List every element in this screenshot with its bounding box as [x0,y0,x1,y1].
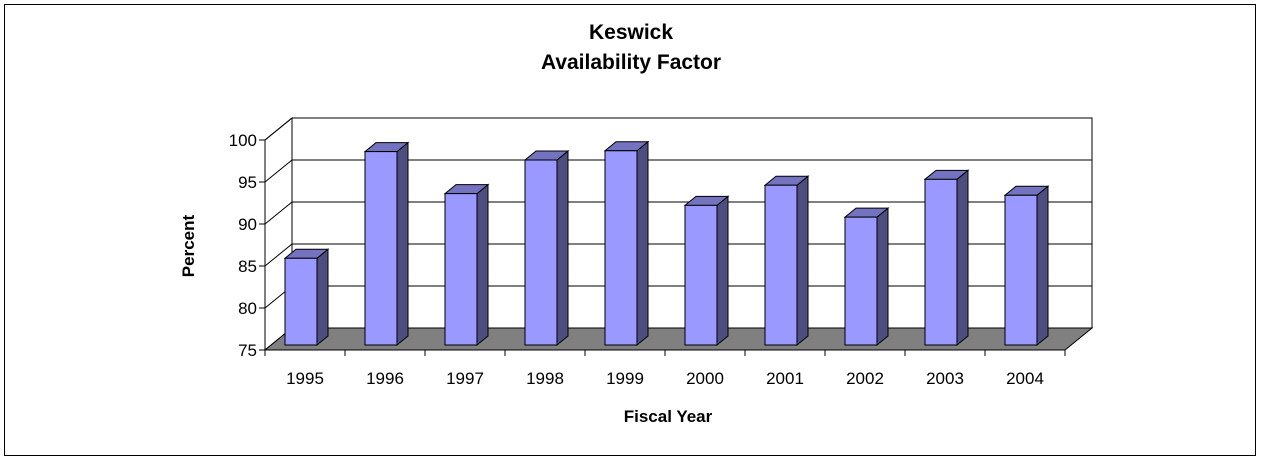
y-tick-label: 85 [238,257,257,276]
bar-front [844,216,878,346]
bar [283,248,330,347]
y-tick-label: 75 [238,341,257,360]
bar [843,207,890,347]
bar-front [924,178,958,346]
x-tick-labels: 1995 1996 1997 1998 1999 2000 2001 2002 2003 2004 [264,349,1066,388]
y-axis-title: Percent [179,214,198,277]
x-axis-title: Fiscal Year [624,407,713,426]
bar-side [876,207,889,347]
gridline [264,243,1092,267]
x-tick-label: 2002 [846,369,884,388]
bar-side [716,195,729,347]
x-tick-label: 2000 [686,369,724,388]
bar-side [636,140,649,347]
bar [523,149,570,347]
bar [443,183,490,347]
bar-front [444,193,478,346]
bar [763,175,810,347]
gridline [264,159,1092,183]
bar-front [524,159,558,346]
y-tick-label: 95 [238,173,257,192]
bar-side [476,183,489,347]
x-tick-label: 1995 [286,369,324,388]
bar [1003,185,1050,347]
bar [363,141,410,347]
bar-front [764,184,798,346]
x-tick-label: 1997 [446,369,484,388]
bar [683,195,730,347]
bar-front [284,257,318,346]
x-tick-label: 2003 [926,369,964,388]
bar-side [316,248,329,347]
bar-side [556,149,569,347]
x-tick-label: 2001 [766,369,804,388]
bar [603,140,650,347]
y-tick-labels: 75 80 85 90 95 100 [229,131,265,360]
x-tick-label: 1999 [606,369,644,388]
bar-side [396,141,409,347]
gridline [264,117,1092,141]
y-tick-label: 80 [238,299,257,318]
bars [283,140,1050,347]
gridline [264,201,1092,225]
chart-title-line-1: Keswick [588,21,674,44]
x-tick-label: 2004 [1006,369,1044,388]
y-tick-label: 90 [238,215,257,234]
y-tick-label: 100 [229,131,257,150]
bar-front [604,150,638,346]
bar-front [1004,194,1038,346]
bar [923,169,970,347]
x-tick-label: 1998 [526,369,564,388]
bar-side [1036,185,1049,347]
chart-title-line-2: Availability Factor [540,51,722,74]
bar-front [684,204,718,346]
bar-side [956,169,969,347]
x-tick-label: 1996 [366,369,404,388]
bar-front [364,151,398,346]
bar-side [796,175,809,347]
